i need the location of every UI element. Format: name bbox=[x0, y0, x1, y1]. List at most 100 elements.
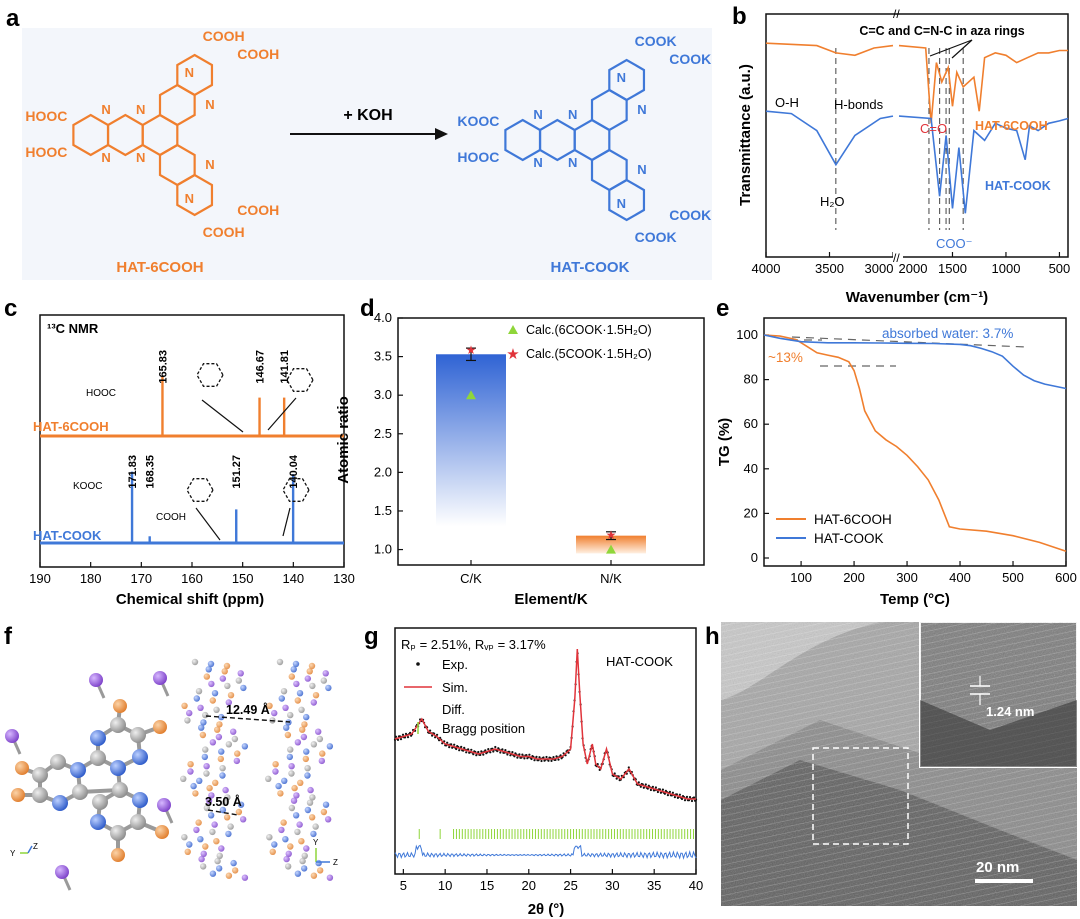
reagent-label: + KOH bbox=[343, 107, 392, 124]
hat-cook-nitrogen-atom: N bbox=[637, 102, 646, 117]
hat-cook-carboxyl-group: COOK bbox=[669, 51, 711, 67]
axis-break-mark-top: // bbox=[893, 7, 900, 21]
crystal-atom bbox=[271, 709, 278, 717]
potassium-atom bbox=[5, 729, 19, 743]
panel-h: h 1.24 nm 20 nm bbox=[705, 621, 1078, 906]
crystal-atom bbox=[224, 794, 231, 801]
scale-bar bbox=[975, 879, 1033, 883]
crystal-atom bbox=[187, 761, 194, 768]
ring-sketch bbox=[196, 363, 224, 387]
x-tick-label-g: 30 bbox=[605, 878, 619, 893]
data-point-exp bbox=[475, 754, 478, 757]
x-tick-label-g: 25 bbox=[563, 878, 577, 893]
atom-ball bbox=[153, 720, 167, 734]
data-point-exp bbox=[521, 753, 524, 756]
atom-ball bbox=[112, 782, 128, 798]
crystal-atom bbox=[213, 838, 220, 845]
experimental-points bbox=[393, 652, 698, 803]
x-tick-label-d: C/K bbox=[460, 571, 482, 586]
data-point-exp bbox=[455, 747, 458, 751]
x-tick-label-e: 500 bbox=[1002, 570, 1024, 585]
panel-b: b 4000 3500 3000 2000 1500 1000 500 // // C=C … bbox=[732, 3, 1070, 306]
x-tick-label-e: 200 bbox=[843, 570, 865, 585]
x-axis-label-b: Wavenumber (cm⁻¹) bbox=[846, 289, 988, 306]
crystal-atom bbox=[191, 658, 199, 666]
crystal-atom bbox=[209, 697, 216, 704]
pointer-arrow bbox=[201, 399, 244, 433]
crystal-atom bbox=[206, 784, 213, 792]
crystal-atom bbox=[240, 684, 247, 692]
crystal-atom bbox=[223, 814, 231, 821]
crystal-atom bbox=[205, 666, 212, 673]
x-tick-label-c: 180 bbox=[80, 571, 102, 586]
data-point-exp bbox=[492, 750, 495, 753]
panel-g: g 5 10 15 20 25 30 35 40 Rₚ = 2.51%, Rᵥₚ = 3.17… bbox=[364, 623, 703, 918]
crystal-atom bbox=[306, 799, 314, 806]
y-axis-label-b: Transmittance (a.u.) bbox=[737, 64, 754, 206]
legend-bragg: Bragg position bbox=[442, 721, 525, 736]
data-point-exp bbox=[649, 788, 653, 792]
data-point-exp bbox=[518, 753, 521, 756]
data-point-exp bbox=[663, 792, 667, 795]
y-tick-label-d: 2.0 bbox=[374, 464, 392, 479]
crystal-atom bbox=[225, 872, 233, 879]
crystal-atom bbox=[322, 670, 329, 677]
x-axis-ticks-b: 4000 3500 3000 2000 1500 1000 500 bbox=[752, 252, 1071, 276]
crystal-atom bbox=[272, 768, 279, 775]
crystal-atom bbox=[230, 728, 237, 735]
crystal-atom bbox=[199, 731, 207, 739]
crystal-atom bbox=[208, 680, 215, 688]
legend-hat-6cooh-e: HAT-6COOH bbox=[814, 512, 892, 527]
crystal-atom bbox=[217, 755, 225, 763]
crystal-atom bbox=[320, 808, 328, 816]
data-point-exp bbox=[525, 754, 528, 757]
crystal-atom bbox=[310, 741, 318, 748]
hat-6cooh-nitrogen-atom: N bbox=[101, 102, 110, 117]
arrow-aza-1 bbox=[929, 39, 973, 57]
crystal-atom bbox=[269, 848, 276, 855]
crystal-atom bbox=[306, 668, 313, 675]
hat-6cooh-nitrogen-atom: N bbox=[205, 97, 214, 112]
series-label-hat-6cooh-b: HAT-6COOH bbox=[975, 119, 1048, 133]
crystal-atom bbox=[201, 753, 209, 761]
crystal-atom bbox=[287, 711, 294, 719]
data-point-exp bbox=[671, 791, 675, 794]
crystal-atom bbox=[290, 666, 297, 673]
y-tick-label-d: 1.5 bbox=[374, 503, 392, 518]
crystal-atom bbox=[265, 775, 272, 782]
x-tick-label-c: 140 bbox=[282, 571, 304, 586]
crystal-atom bbox=[209, 828, 216, 836]
panel-label-e: e bbox=[716, 295, 729, 322]
x-tick-label-b: 4000 bbox=[752, 261, 781, 276]
crystal-atom bbox=[195, 688, 203, 695]
x-tick-label-b: 500 bbox=[1049, 261, 1071, 276]
crystal-atom bbox=[218, 748, 225, 755]
legend-hat-cook-e: HAT-COOK bbox=[814, 531, 884, 546]
crystal-atom bbox=[290, 797, 298, 804]
crystal-atom bbox=[278, 826, 285, 834]
bars-d: ★ C/K ★ N/K bbox=[436, 343, 646, 586]
peak-label-bottom: 140.04 bbox=[288, 454, 300, 489]
crystal-atom bbox=[284, 863, 292, 870]
bar-c-k bbox=[436, 354, 506, 527]
group-label-hooc: HOOC bbox=[86, 388, 116, 399]
crystal-atom bbox=[326, 743, 334, 750]
data-point-exp bbox=[463, 746, 466, 750]
y-tick-label-e: 40 bbox=[744, 461, 758, 476]
crystal-atom bbox=[288, 770, 295, 777]
axis-triad-right: Y Z bbox=[313, 838, 338, 867]
axis-label-left-z: Z bbox=[33, 842, 38, 851]
pointer-arrow bbox=[195, 507, 221, 541]
y-tick-label-d: 3.0 bbox=[374, 387, 392, 402]
y-axis-label-d: Atomic ratio bbox=[335, 396, 352, 484]
ring-sketch bbox=[186, 478, 214, 502]
data-point-exp bbox=[550, 759, 553, 763]
x-tick-label-g: 15 bbox=[480, 878, 494, 893]
y-tick-label-d: 3.5 bbox=[374, 349, 392, 364]
plot-frame-b bbox=[765, 13, 1069, 258]
pointer-arrow bbox=[267, 397, 297, 431]
crystal-atom bbox=[319, 750, 326, 757]
data-point-exp bbox=[409, 731, 412, 734]
crystal-atom bbox=[219, 675, 227, 682]
data-point-exp bbox=[523, 757, 526, 760]
